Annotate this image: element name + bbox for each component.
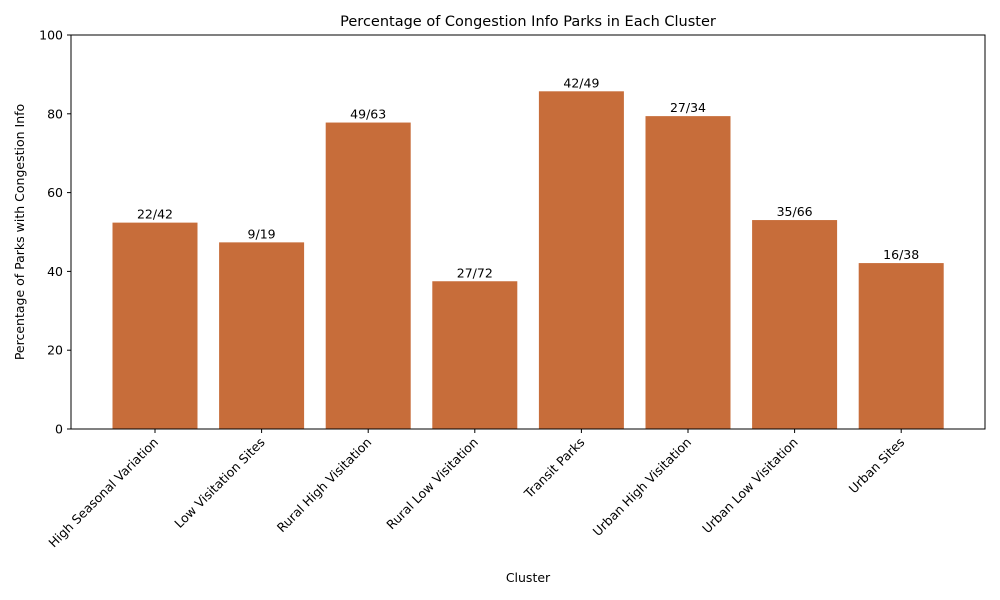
y-axis: 0 20 40 60 80 100 bbox=[39, 28, 71, 437]
bar-data-label: 27/72 bbox=[457, 265, 493, 280]
bar bbox=[432, 281, 518, 429]
bars-group bbox=[112, 91, 944, 429]
x-axis-label: Cluster bbox=[506, 570, 551, 585]
bar bbox=[645, 116, 731, 429]
y-tick-label: 60 bbox=[47, 185, 63, 200]
bar bbox=[112, 222, 198, 429]
bar-data-label: 35/66 bbox=[777, 204, 813, 219]
chart-title: Percentage of Congestion Info Parks in E… bbox=[340, 14, 716, 30]
bar bbox=[325, 122, 411, 429]
bar-data-label: 42/49 bbox=[563, 75, 599, 90]
y-tick-label: 100 bbox=[39, 28, 63, 43]
x-axis: High Seasonal Variation Low Visitation Si… bbox=[45, 429, 907, 550]
y-tick-label: 40 bbox=[47, 264, 63, 279]
bar bbox=[538, 91, 624, 429]
x-tick-label: Low Visitation Sites bbox=[171, 435, 267, 531]
x-tick-label: Transit Parks bbox=[520, 435, 587, 502]
bar-data-label: 22/42 bbox=[137, 207, 173, 222]
bar-data-label: 49/63 bbox=[350, 107, 386, 122]
y-axis-label: Percentage of Parks with Congestion Info bbox=[12, 104, 27, 360]
x-tick-label: High Seasonal Variation bbox=[45, 435, 161, 551]
bar bbox=[752, 220, 838, 429]
bar bbox=[219, 242, 305, 429]
y-tick-label: 80 bbox=[47, 106, 63, 121]
bar-data-label: 16/38 bbox=[883, 247, 919, 262]
data-labels-group: 22/42 9/19 49/63 27/72 42/49 27/34 35/66 16/38 bbox=[137, 75, 919, 280]
bar-data-label: 9/19 bbox=[248, 226, 276, 241]
x-tick-label: Rural High Visitation bbox=[274, 435, 375, 536]
y-tick-label: 20 bbox=[47, 343, 63, 358]
x-tick-label: Rural Low Visitation bbox=[383, 435, 481, 533]
plot-area-frame bbox=[70, 34, 986, 430]
x-tick-label: Urban Sites bbox=[846, 435, 908, 497]
x-tick-label: Urban High Visitation bbox=[590, 435, 694, 539]
bar bbox=[858, 263, 944, 429]
x-tick-label: Urban Low Visitation bbox=[699, 435, 801, 537]
bar-data-label: 27/34 bbox=[670, 100, 706, 115]
y-tick-label: 0 bbox=[55, 422, 63, 437]
